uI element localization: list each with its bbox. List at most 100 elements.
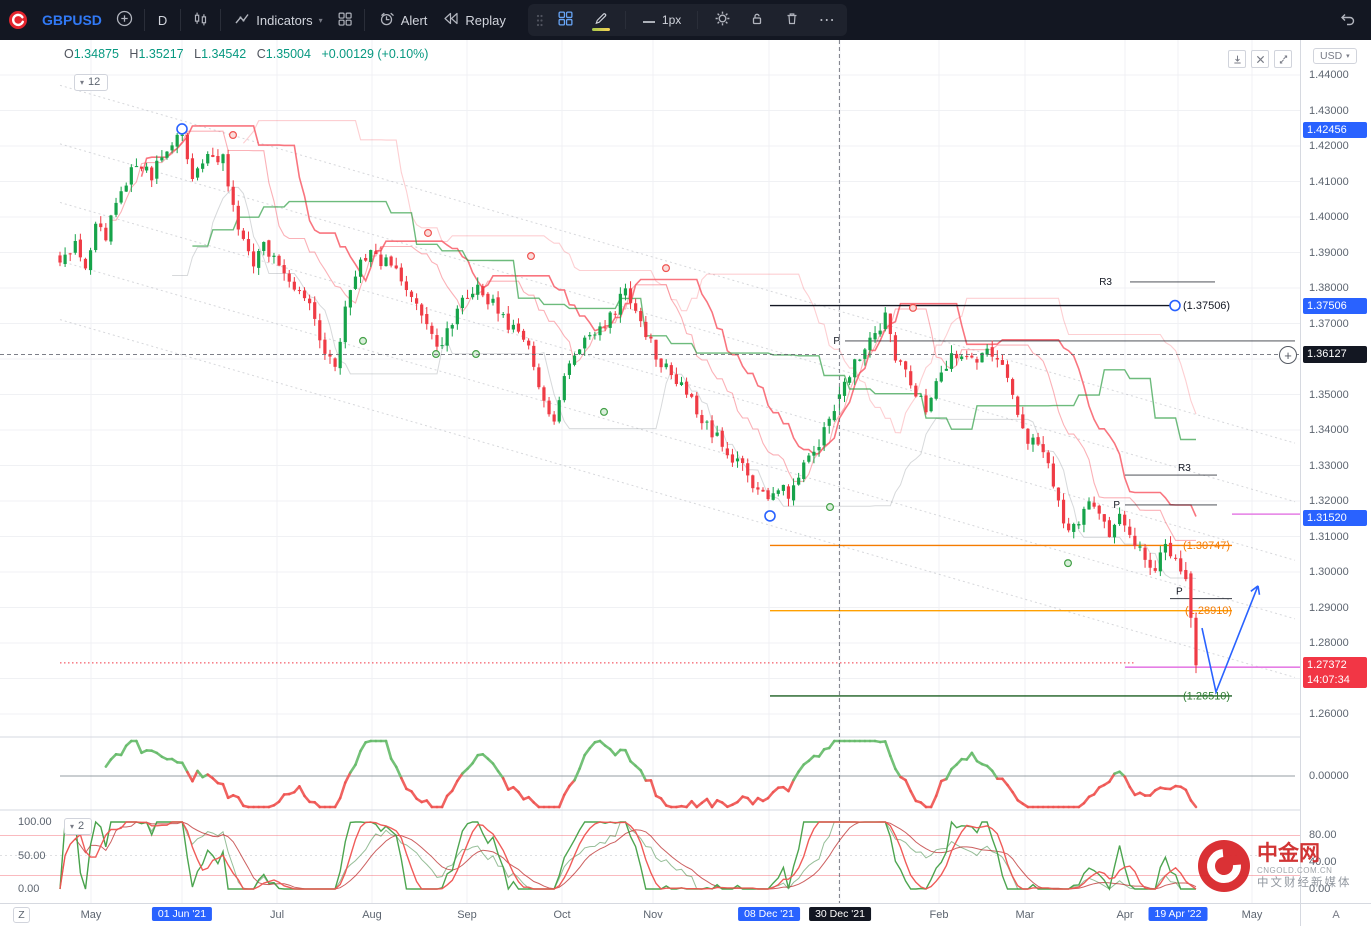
- delete-button[interactable]: [776, 7, 808, 33]
- symbol-button[interactable]: GBPUSD: [34, 6, 110, 34]
- add-symbol-button[interactable]: [110, 6, 139, 34]
- time-tick: Sep: [457, 909, 477, 921]
- indicators-icon: [234, 11, 250, 29]
- pane-close-button[interactable]: [1251, 50, 1269, 68]
- date-marker-label: 19 Apr '22: [1148, 907, 1208, 921]
- time-tick: May: [1241, 909, 1263, 921]
- top-toolbar: GBPUSD D Indicators ▾ Alert Replay: [0, 0, 1371, 40]
- brush-tool-button[interactable]: [585, 7, 617, 33]
- toolbar-separator: [697, 11, 699, 29]
- price-tick: 1.37000: [1309, 317, 1349, 330]
- price-tick: 1.44000: [1309, 69, 1349, 81]
- price-chart[interactable]: (1.37506) (1.30747) (1.28910) (1.26510) R3 P R…: [0, 40, 1300, 903]
- crosshair-layer: [0, 40, 1300, 903]
- alarm-clock-icon: [378, 11, 395, 30]
- time-axis[interactable]: Z May Jul Aug Sep Oct Nov Feb Mar Apr May 01 Jun '…: [0, 903, 1300, 926]
- stochastic-value-label: 80.00: [1309, 829, 1337, 842]
- line-width-button[interactable]: 1px: [634, 7, 689, 33]
- layout-templates-button[interactable]: [331, 6, 359, 34]
- time-tick: Oct: [553, 909, 571, 921]
- price-tick: 1.42000: [1309, 140, 1349, 152]
- drawing-toolbar-drag-handle[interactable]: [532, 13, 547, 28]
- overlay-indicators-layer: [110, 120, 1197, 579]
- alert-label: Alert: [400, 12, 428, 28]
- currency-selector[interactable]: USD ▾: [1313, 48, 1357, 64]
- indicator-interval-badge[interactable]: ▾ 12: [74, 74, 109, 91]
- drawing-toolbar: 1px ⋯: [527, 4, 848, 36]
- price-marker-label: 1.42456: [1303, 121, 1367, 139]
- toolbar-separator: [363, 9, 365, 31]
- undo-button[interactable]: [1333, 6, 1363, 34]
- grid-squares-icon: [557, 10, 574, 30]
- legend-close-key: C: [256, 47, 266, 61]
- timeframe-button[interactable]: D: [150, 6, 175, 34]
- object-tree-button[interactable]: [550, 7, 582, 33]
- currency-label: USD: [1320, 50, 1343, 62]
- plus-circle-icon: [116, 10, 133, 30]
- axis-settings-corner[interactable]: A: [1300, 903, 1371, 926]
- oscillator-value-label: 0.00000: [1309, 770, 1349, 782]
- ellipsis-icon: ⋯: [818, 12, 836, 29]
- price-tick: 1.30000: [1309, 566, 1349, 578]
- time-tick: Apr: [1116, 909, 1134, 921]
- svg-text:P: P: [1113, 500, 1120, 511]
- price-axis[interactable]: USD ▾ 1.44000 1.43000 1.42000 1.41000 1.4000…: [1300, 40, 1371, 903]
- price-tick: 1.29000: [1309, 601, 1349, 614]
- pane-controls: [1228, 50, 1292, 68]
- interval-badge-value: 2: [78, 820, 85, 832]
- chart-type-button[interactable]: [186, 6, 215, 34]
- symbol-name: GBPUSD: [42, 12, 102, 28]
- chevron-down-icon: ▾: [318, 15, 323, 25]
- stochastic-value-label: 0.00: [1309, 883, 1331, 895]
- replay-button[interactable]: Replay: [435, 6, 513, 34]
- interval-badge-value: 12: [88, 76, 101, 88]
- stochastic-pane: [0, 820, 1300, 891]
- lock-icon: [749, 11, 765, 30]
- markers-layer: [176, 123, 1181, 568]
- stochastic-left-tick: 50.00: [18, 849, 46, 862]
- price-tick: 1.41000: [1309, 175, 1349, 188]
- legend-change: +0.00129 (+0.10%): [321, 47, 429, 61]
- alert-button[interactable]: Alert: [370, 6, 436, 34]
- watermark-name: 中金网: [1257, 841, 1320, 865]
- legend-open-value: 1.34875: [73, 47, 119, 61]
- toolbar-separator: [180, 9, 182, 31]
- price-marker-label: 1.31520: [1303, 510, 1367, 527]
- add-alert-plus-button[interactable]: +: [1279, 346, 1297, 364]
- replay-icon: [443, 12, 459, 28]
- site-watermark: 中金网 CNGOLD.COM.CN 中文财经新媒体: [1198, 840, 1352, 892]
- legend-low-key: L: [194, 47, 202, 61]
- price-marker-label: 1.37506: [1303, 297, 1367, 314]
- candlestick-icon: [192, 11, 209, 30]
- legend-high-value: 1.35217: [138, 47, 184, 61]
- indicators-button[interactable]: Indicators ▾: [226, 6, 330, 34]
- zoom-label: Z: [18, 909, 25, 921]
- price-tick: 1.38000: [1309, 282, 1349, 294]
- brush-color-swatch: [591, 28, 610, 31]
- trash-icon: [784, 11, 800, 30]
- stochastic-interval-badge[interactable]: ▾ 2: [64, 818, 93, 835]
- time-tick: May: [80, 909, 102, 921]
- levels-layer: (1.37506) (1.30747) (1.28910) (1.26510) R3 P R…: [60, 277, 1300, 702]
- indicators-label: Indicators: [256, 12, 313, 28]
- time-tick: Jul: [269, 909, 285, 921]
- more-options-button[interactable]: ⋯: [811, 7, 843, 33]
- pane-maximize-button[interactable]: [1274, 50, 1292, 68]
- price-tick: 1.33000: [1309, 459, 1349, 472]
- price-tick: 1.43000: [1309, 104, 1349, 117]
- time-tick: Feb: [929, 909, 949, 921]
- price-tick: 1.31000: [1309, 530, 1349, 543]
- svg-text:(1.30747): (1.30747): [1183, 540, 1230, 552]
- date-marker-label: 01 Jun '21: [151, 907, 213, 921]
- legend-close-value: 1.35004: [265, 47, 311, 61]
- zoom-reset-button[interactable]: Z: [13, 907, 30, 923]
- svg-text:(1.26510): (1.26510): [1183, 690, 1230, 702]
- pane-move-down-button[interactable]: [1228, 50, 1246, 68]
- toolbar-separator: [143, 9, 145, 31]
- lock-button[interactable]: [741, 7, 773, 33]
- pane-separators: [0, 736, 1300, 811]
- drawings-layer: [1201, 585, 1261, 695]
- settings-button[interactable]: [706, 7, 738, 33]
- price-tick: 1.34000: [1309, 424, 1349, 436]
